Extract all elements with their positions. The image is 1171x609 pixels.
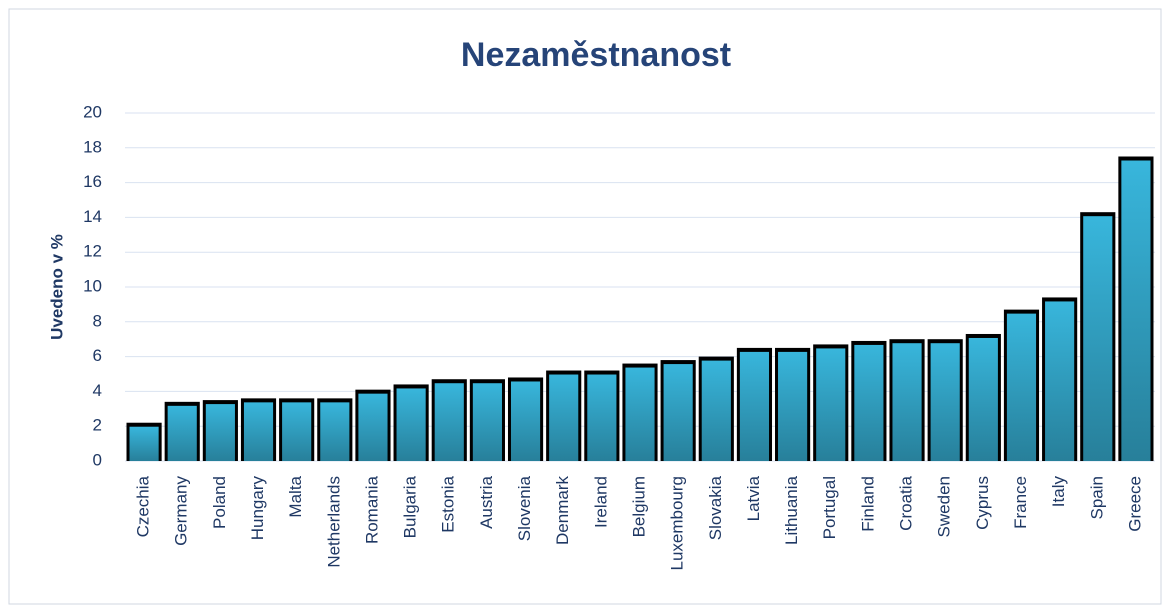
x-tick-label: Spain [1087,476,1106,519]
bar-fill [1006,313,1037,461]
x-tick-label: Greece [1125,476,1144,532]
bar-fill [1083,216,1113,461]
x-tick-label: Czechia [134,475,153,537]
bar-fill [587,374,617,461]
x-tick-label: Estonia [439,475,458,532]
bar-fill [816,348,846,461]
bar-fill [510,381,541,461]
bar-fill [701,360,731,461]
x-tick-label: Portugal [820,476,839,539]
bar-fill [358,393,388,461]
bar-fill [243,402,274,461]
bar-fill [968,337,998,461]
x-tick-label: Italy [1049,476,1068,508]
bar-fill [320,402,350,461]
x-tick-label: Bulgaria [401,475,420,538]
x-tick-label: Slovenia [515,475,534,541]
x-tick-label: France [1011,476,1030,529]
y-tick-label: 8 [93,311,102,330]
y-tick-label: 2 [93,416,102,435]
bar-fill [282,402,312,461]
bar-fill [129,426,159,461]
x-tick-label: Sweden [935,476,954,537]
bar-fill [434,383,464,461]
y-tick-label: 18 [83,137,102,156]
bar-fill [778,351,808,461]
x-tick-label: Finland [858,476,877,532]
y-tick-label: 6 [93,346,102,365]
bar-fill [892,343,922,461]
x-tick-label: Romania [362,475,381,544]
x-tick-label: Netherlands [324,476,343,568]
y-tick-label: 16 [83,172,102,191]
x-tick-label: Malta [286,475,305,517]
x-tick-label: Austria [477,475,496,528]
bar-fill [1121,160,1151,461]
bar-fill [167,405,197,461]
bar-fill [205,404,235,461]
bar-fill [930,343,960,461]
x-tick-label: Latvia [744,475,763,521]
y-tick-label: 4 [93,381,102,400]
x-tick-label: Hungary [248,476,267,541]
x-tick-label: Croatia [897,475,916,530]
x-tick-label: Lithuania [782,475,801,545]
chart-border [8,8,1162,605]
bar-fill [396,388,426,461]
x-tick-label: Denmark [553,476,572,545]
y-tick-label: 12 [83,242,102,261]
bar-fill [739,351,770,461]
x-tick-label: Belgium [629,476,648,537]
x-tick-label: Slovakia [706,475,725,540]
x-tick-label: Germany [172,476,191,546]
bar-fill [663,364,693,461]
bar-fill [1045,301,1075,461]
bar-fill [854,344,884,461]
bar-fill [472,383,502,461]
x-tick-label: Luxembourg [668,476,687,571]
y-tick-label: 10 [83,276,102,295]
y-tick-label: 20 [83,102,102,121]
y-tick-label: 0 [93,450,102,469]
chart-title: Nezaměstnanost [461,36,731,74]
y-tick-label: 14 [83,207,102,226]
x-tick-label: Ireland [591,476,610,528]
bar-fill [625,367,655,461]
x-tick-label: Poland [210,476,229,529]
bar-fill [549,374,579,461]
x-tick-label: Cyprus [973,476,992,530]
y-axis-label: Uvedeno v % [47,234,66,340]
